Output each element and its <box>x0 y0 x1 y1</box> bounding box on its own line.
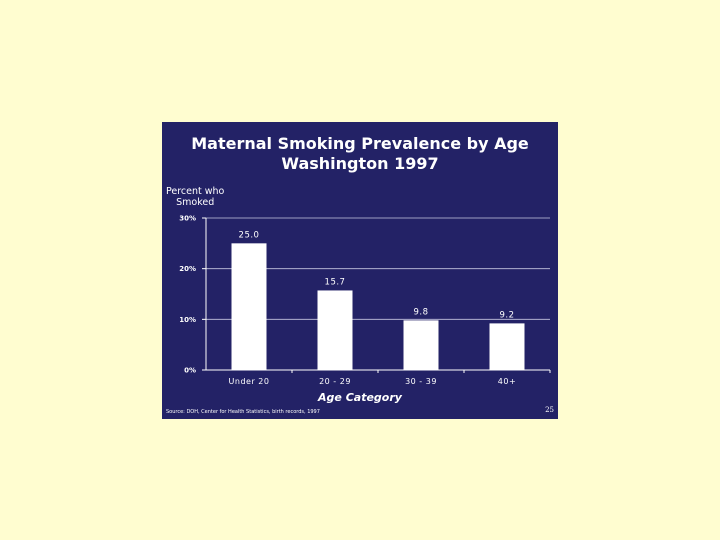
y-tick-label: 10% <box>179 316 196 324</box>
chart-title-line-2: Washington 1997 <box>281 154 439 173</box>
source-note: Source: DOH, Center for Health Statistic… <box>166 409 320 415</box>
category-label: Under 20 <box>229 377 270 386</box>
chart-title-line-1: Maternal Smoking Prevalence by Age <box>191 134 529 153</box>
bar <box>489 323 525 370</box>
y-tick-label: 20% <box>179 265 196 273</box>
y-axis-label-line-2: Smoked <box>176 197 215 208</box>
category-label: 30 - 39 <box>405 377 437 386</box>
y-axis-label-line-1: Percent who <box>166 186 225 197</box>
bar <box>317 290 353 370</box>
data-label: 9.2 <box>499 310 514 320</box>
slide: Maternal Smoking Prevalence by Age Washi… <box>162 122 558 419</box>
y-tick-label: 30% <box>179 215 196 223</box>
bar <box>231 243 267 370</box>
data-label: 15.7 <box>325 277 346 287</box>
bar <box>403 320 439 370</box>
category-label: 40+ <box>498 377 516 386</box>
y-tick-label: 0% <box>184 367 196 375</box>
bar-chart: 0% 10% 20% 30% 25.0 Under 20 15.7 20 - 29 9.8 30 … <box>179 215 551 386</box>
category-label: 20 - 29 <box>319 377 351 386</box>
chart-title: Maternal Smoking Prevalence by Age Washi… <box>162 134 558 174</box>
y-axis-label: Percent who Smoked <box>166 186 224 208</box>
data-label: 9.8 <box>413 307 428 317</box>
x-axis-label: Age Category <box>318 391 402 404</box>
slide-number: 25 <box>545 406 554 414</box>
data-label: 25.0 <box>239 230 260 240</box>
